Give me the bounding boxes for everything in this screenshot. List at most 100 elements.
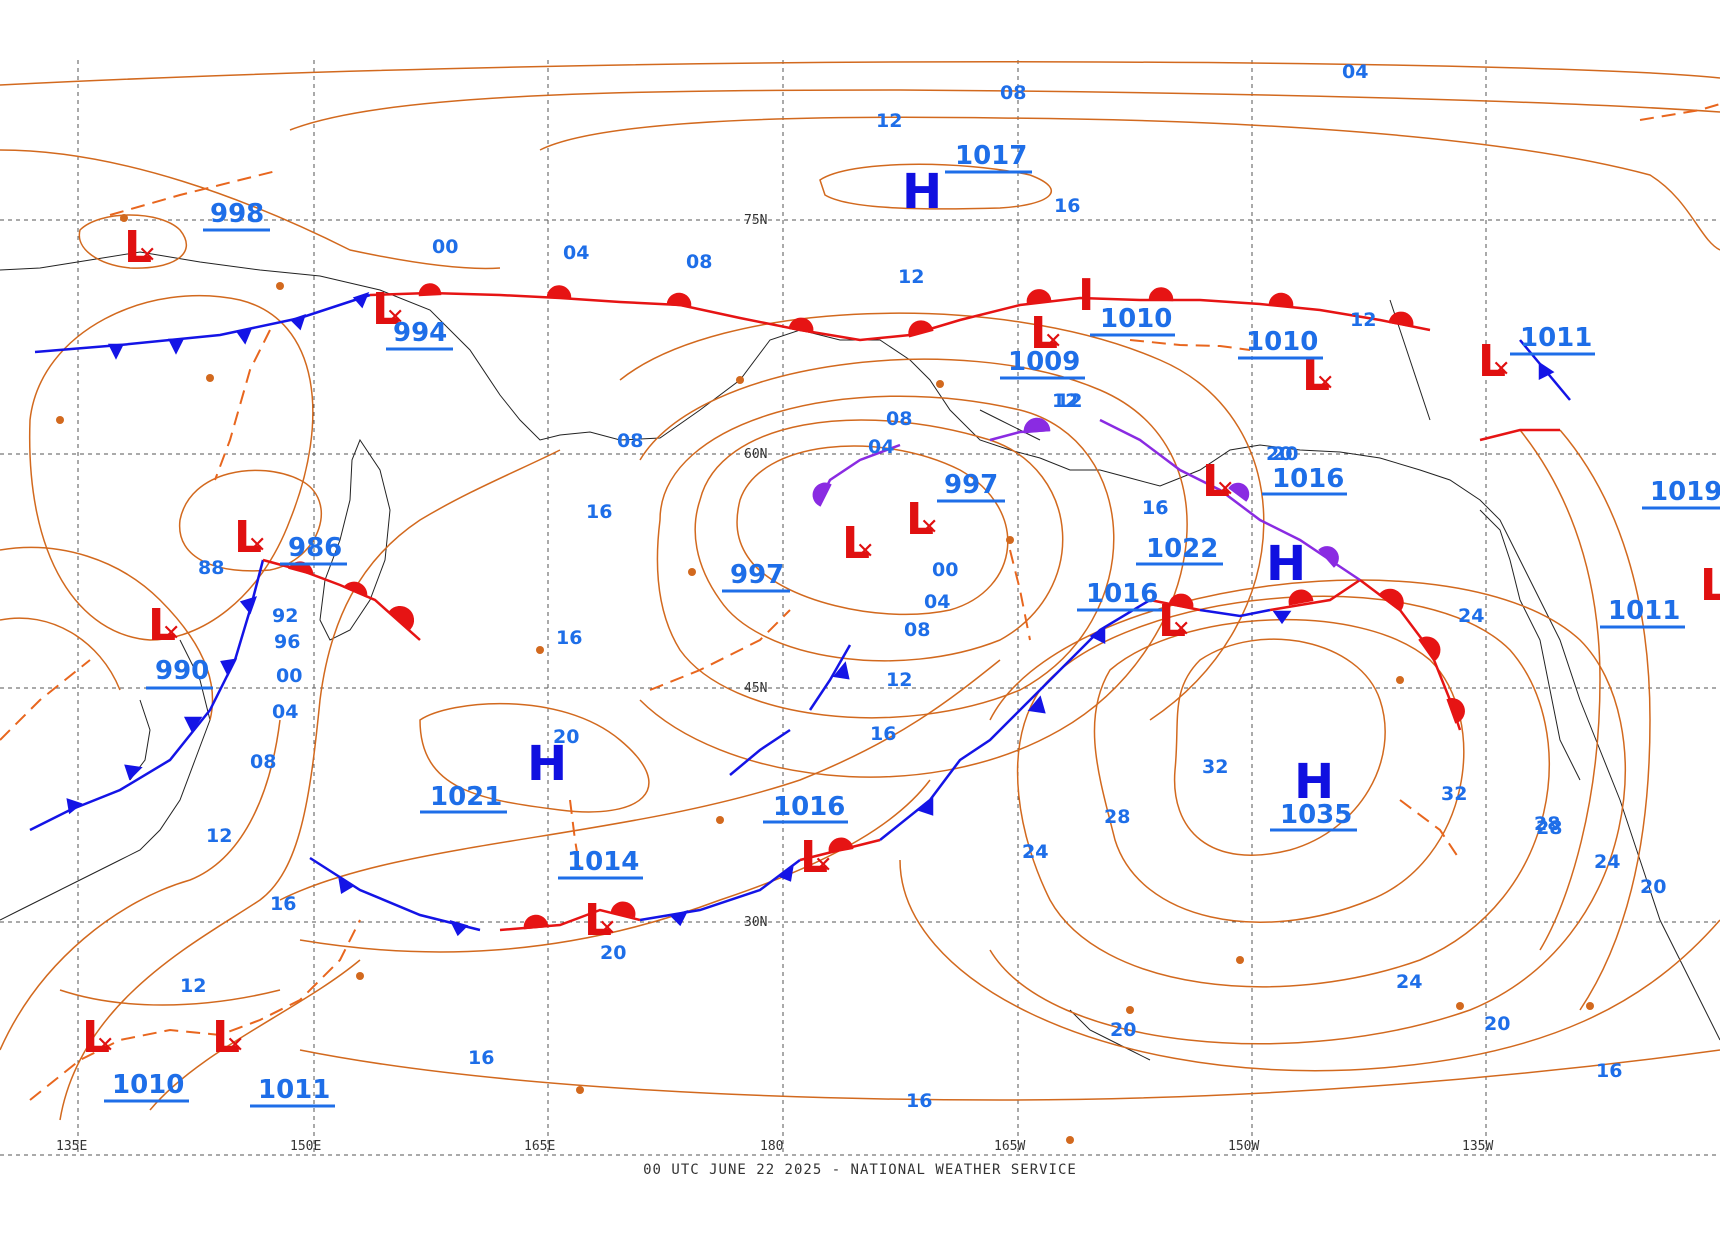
lon-label-150w: 150W <box>1228 1139 1259 1154</box>
lat-label-75n: 75N <box>744 213 767 228</box>
lon-label-180: 180 <box>760 1139 783 1154</box>
low-center: L ✕ 1016 <box>763 792 848 883</box>
isobar-label: 28 <box>1104 806 1130 828</box>
high-value: 1035 <box>1280 800 1352 830</box>
isobar-label: 12 <box>898 266 924 288</box>
low-symbol: L <box>1030 308 1058 359</box>
isobar-label: 12 <box>876 110 902 132</box>
isobar-label: 92 <box>272 605 298 627</box>
occluded-fronts <box>812 417 1361 582</box>
low-value: 1010 <box>1246 327 1318 357</box>
low-x-icon: ✕ <box>598 916 616 941</box>
low-symbol: L <box>148 600 176 651</box>
low-symbol: L <box>124 222 152 273</box>
high-value: 1017 <box>955 141 1027 171</box>
low-center: 1019 <box>1642 477 1720 510</box>
low-x-icon: ✕ <box>814 853 832 878</box>
low-x-icon: ✕ <box>248 533 266 558</box>
low-value: 1011 <box>1520 323 1592 353</box>
isobar-label: 00 <box>932 559 958 581</box>
isobar-label: 20 <box>1640 876 1666 898</box>
isobar-label: 96 <box>274 631 300 653</box>
isobar-label: 00 <box>432 236 458 258</box>
low-center: I 1010 <box>1078 270 1175 337</box>
isobar-label: 24 <box>1022 841 1048 863</box>
isobar-label: 16 <box>906 1090 932 1112</box>
low-center: L ✕ 1009 <box>1000 308 1085 380</box>
isobar-label: 08 <box>617 430 643 452</box>
high-value: 1022 <box>1146 534 1218 564</box>
isobar-label: 20 <box>1110 1019 1136 1041</box>
low-symbol: L <box>1158 596 1186 647</box>
low-center: L ✕ 1016 <box>1077 579 1190 647</box>
isobar-label: 16 <box>586 501 612 523</box>
isobar-label: 20 <box>1266 443 1292 465</box>
low-center: L ✕ 994 <box>372 284 453 351</box>
low-value: 997 <box>944 470 998 500</box>
low-value: 998 <box>210 199 264 229</box>
high-symbol: H <box>1266 536 1306 592</box>
low-symbol: L <box>1478 336 1506 387</box>
low-value: 1011 <box>1608 596 1680 626</box>
isobar-label: 04 <box>272 701 298 723</box>
high-symbol: H <box>1294 754 1334 810</box>
low-value: 1019 <box>1650 477 1720 507</box>
isobar-label: 16 <box>468 1047 494 1069</box>
low-x-icon: ✕ <box>1044 329 1062 354</box>
low-symbol: L <box>82 1012 110 1063</box>
isobar-label: 08 <box>250 751 276 773</box>
isobar-label: 16 <box>1054 195 1080 217</box>
low-center: L ✕ 997 <box>722 518 874 593</box>
isobar-label: 12 <box>1350 309 1376 331</box>
low-value: 1016 <box>1086 579 1158 609</box>
isobar-label: 16 <box>1142 497 1168 519</box>
coastlines <box>0 251 1720 1061</box>
isobar-label: 32 <box>1202 756 1228 778</box>
low-value: 1016 <box>773 792 845 822</box>
low-symbol: L <box>372 284 400 335</box>
low-center: L ✕ 1014 <box>558 847 643 946</box>
low-value: 986 <box>288 533 342 563</box>
lon-label-135e: 135E <box>56 1139 87 1154</box>
lon-label-165w: 165W <box>994 1139 1025 1154</box>
isobar-label: 00 <box>276 665 302 687</box>
isobar-label: 04 <box>868 436 894 458</box>
low-center: L ✕ 998 <box>124 199 270 273</box>
isobar-labels: 04 08 12 16 00 04 08 12 08 04 00 04 08 1… <box>180 61 1666 1112</box>
low-value: 1010 <box>1100 304 1172 334</box>
low-value: 1011 <box>258 1075 330 1105</box>
isobar-label: 16 <box>870 723 896 745</box>
low-x-icon: ✕ <box>920 515 938 540</box>
isobar-label: 20 <box>1272 443 1298 465</box>
isobar-label: 20 <box>600 942 626 964</box>
high-center: H 1035 <box>1270 754 1357 832</box>
high-center: H 1022 <box>1136 534 1306 592</box>
low-symbol: L <box>584 895 612 946</box>
isobar-label: 24 <box>1594 851 1620 873</box>
lon-label-165e: 165E <box>524 1139 555 1154</box>
isobar-label: 08 <box>904 619 930 641</box>
isobar-label: 20 <box>1484 1013 1510 1035</box>
isobar-label: 24 <box>1396 971 1422 993</box>
low-x-icon: ✕ <box>1492 357 1510 382</box>
low-value: 994 <box>393 318 447 348</box>
map-caption: 00 UTC JUNE 22 2025 - NATIONAL WEATHER S… <box>643 1162 1077 1178</box>
low-symbol: L <box>1700 560 1720 611</box>
cold-fronts <box>29 291 1571 937</box>
low-x-icon: ✕ <box>386 305 404 330</box>
isobar-label: 12 <box>180 975 206 997</box>
isobar-label: 08 <box>886 408 912 430</box>
low-center: L ✕ 1010 <box>82 1012 189 1103</box>
low-value: 990 <box>155 656 209 686</box>
isobar-label: 16 <box>1596 1060 1622 1082</box>
isobar-label: 20 <box>553 726 579 748</box>
isobar-label: 12 <box>886 669 912 691</box>
low-symbol: L <box>234 512 262 563</box>
low-center: 1011 L <box>1600 560 1720 629</box>
isobar-label: 04 <box>1342 61 1368 83</box>
low-x-icon: ✕ <box>1216 477 1234 502</box>
isobar-label: 32 <box>1441 783 1467 805</box>
low-x-icon: ✕ <box>1172 617 1190 642</box>
low-center: L ✕ 1011 <box>1478 323 1595 387</box>
